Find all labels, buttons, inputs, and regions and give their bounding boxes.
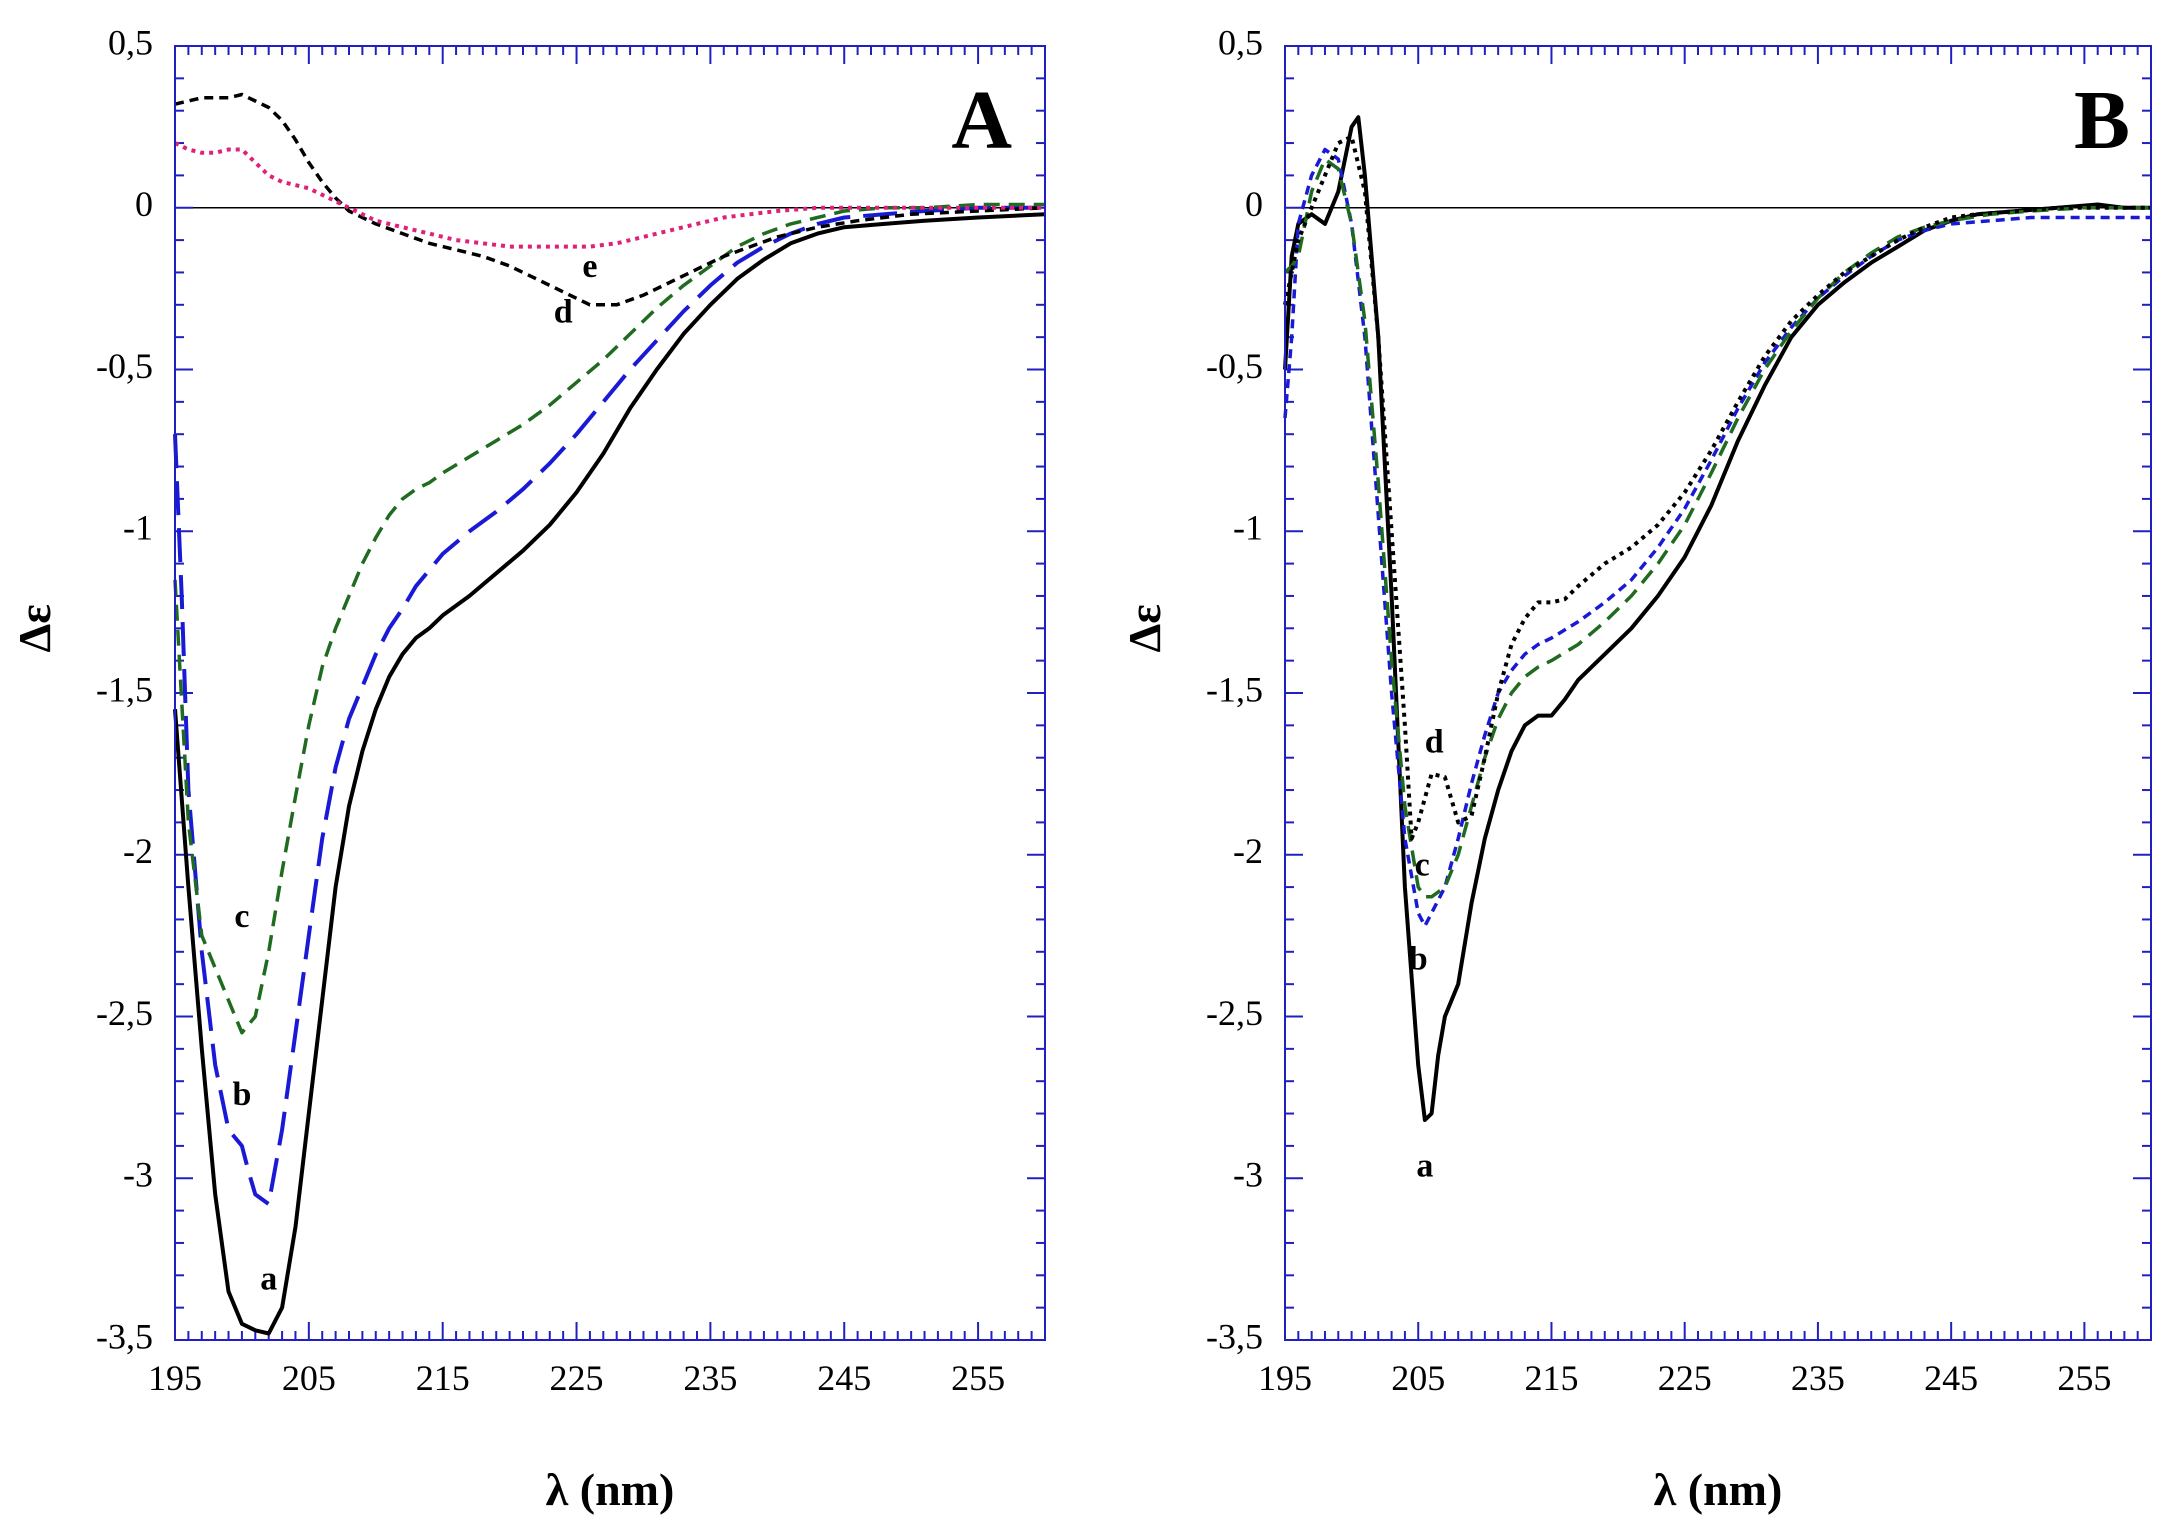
y-tick-label: -2 xyxy=(123,831,153,871)
plot-frame xyxy=(174,45,1046,1341)
curve-label-b: b xyxy=(1409,940,1428,977)
x-tick-label: 255 xyxy=(951,1358,1005,1398)
x-tick-label: 205 xyxy=(1391,1358,1445,1398)
curve-label-d: d xyxy=(554,293,573,330)
x-tick-label: 245 xyxy=(817,1358,871,1398)
y-axis-title: Δε xyxy=(9,604,60,653)
x-axis-title: λ (nm) xyxy=(1654,1464,1783,1515)
curve-label-b: b xyxy=(232,1076,251,1113)
panel-letter: A xyxy=(951,74,1012,167)
y-tick-label: 0,5 xyxy=(108,22,153,62)
curve-label-a: a xyxy=(1416,1147,1433,1184)
x-tick-label: 215 xyxy=(416,1358,470,1398)
y-tick-label: -3 xyxy=(123,1155,153,1195)
series-line-e xyxy=(174,141,1045,249)
y-tick-label: -0,5 xyxy=(1206,346,1263,386)
curve-label-c: c xyxy=(234,898,249,935)
panel-letter: B xyxy=(2074,74,2130,167)
curve-label-c: c xyxy=(1415,846,1430,883)
y-axis-title: Δε xyxy=(1119,604,1170,653)
curve-label-e: e xyxy=(582,248,597,285)
x-tick-label: 225 xyxy=(550,1358,604,1398)
curve-label-a: a xyxy=(260,1261,277,1298)
series-line-b xyxy=(1283,147,2151,928)
x-tick-label: 195 xyxy=(1258,1358,1312,1398)
plot-frame xyxy=(1284,45,2152,1341)
y-tick-label: -2,5 xyxy=(96,993,153,1033)
y-tick-label: -1,5 xyxy=(1206,669,1263,709)
x-tick-label: 195 xyxy=(148,1358,202,1398)
x-tick-label: 235 xyxy=(683,1358,737,1398)
x-tick-label: 255 xyxy=(2057,1358,2111,1398)
x-axis-title: λ (nm) xyxy=(546,1464,675,1515)
y-tick-label: -0,5 xyxy=(96,346,153,386)
y-tick-label: -3,5 xyxy=(1206,1316,1263,1356)
series-line-a xyxy=(173,212,1046,1336)
y-tick-label: -2 xyxy=(1233,831,1263,871)
y-tick-label: -2,5 xyxy=(1206,993,1263,1033)
series-line-b xyxy=(173,205,1045,1207)
series-line-c xyxy=(1283,157,2151,899)
x-tick-label: 225 xyxy=(1658,1358,1712,1398)
y-tick-label: -3 xyxy=(1233,1155,1263,1195)
series-line-d xyxy=(174,92,1046,307)
y-tick-label: -1 xyxy=(123,508,153,548)
panel-b-chart: a b c d 195 205 215 225 235 245 255 0,5 0 -0,5 -1 -1,5 -… xyxy=(1119,22,2152,1515)
x-tick-label: 205 xyxy=(282,1358,336,1398)
y-tick-label: -1 xyxy=(1233,508,1263,548)
x-tick-label: 215 xyxy=(1524,1358,1578,1398)
curve-label-d: d xyxy=(1425,724,1444,761)
series-line-c xyxy=(173,202,1045,1035)
x-tick-label: 245 xyxy=(1924,1358,1978,1398)
y-tick-label: -1,5 xyxy=(96,669,153,709)
x-tick-label: 235 xyxy=(1791,1358,1845,1398)
y-tick-label: 0,5 xyxy=(1218,22,1263,62)
y-tick-label: -3,5 xyxy=(96,1316,153,1356)
y-tick-label: 0 xyxy=(135,184,153,224)
panel-a-chart: a b c de 195 205 215 225 235 245 255 0,5 0 -0,5 -1 -1,5… xyxy=(9,22,1046,1515)
series-line-a xyxy=(1283,115,2151,1122)
y-tick-label: 0 xyxy=(1245,184,1263,224)
